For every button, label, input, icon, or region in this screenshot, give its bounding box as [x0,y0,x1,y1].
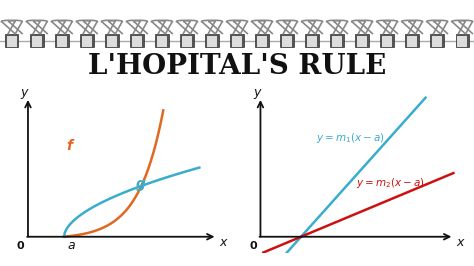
Text: g: g [136,177,146,190]
FancyBboxPatch shape [55,34,69,47]
FancyBboxPatch shape [207,36,217,47]
Text: x: x [219,236,227,249]
FancyBboxPatch shape [105,34,118,47]
FancyBboxPatch shape [381,34,394,47]
FancyBboxPatch shape [357,36,367,47]
FancyBboxPatch shape [255,34,269,47]
FancyBboxPatch shape [305,34,319,47]
Text: $y = m_1(x - a)$: $y = m_1(x - a)$ [316,131,384,145]
FancyBboxPatch shape [332,36,342,47]
FancyBboxPatch shape [457,36,467,47]
FancyBboxPatch shape [155,34,169,47]
FancyBboxPatch shape [407,36,417,47]
FancyBboxPatch shape [82,36,91,47]
FancyBboxPatch shape [30,34,44,47]
FancyBboxPatch shape [330,34,344,47]
FancyBboxPatch shape [430,34,444,47]
FancyBboxPatch shape [205,34,219,47]
Text: 0: 0 [249,241,257,251]
FancyBboxPatch shape [283,36,292,47]
Text: f: f [66,139,72,153]
FancyBboxPatch shape [7,36,17,47]
FancyBboxPatch shape [130,34,144,47]
FancyBboxPatch shape [405,34,419,47]
Text: y: y [21,86,28,99]
FancyBboxPatch shape [107,36,117,47]
FancyBboxPatch shape [132,36,142,47]
FancyBboxPatch shape [157,36,167,47]
Text: $y = m_2(x - a)$: $y = m_2(x - a)$ [356,176,425,190]
FancyBboxPatch shape [307,36,317,47]
FancyBboxPatch shape [180,34,193,47]
Text: x: x [456,236,464,249]
Text: L'HOPITAL'S RULE: L'HOPITAL'S RULE [88,53,386,80]
FancyBboxPatch shape [356,34,369,47]
FancyBboxPatch shape [456,34,469,47]
FancyBboxPatch shape [383,36,392,47]
FancyBboxPatch shape [80,34,93,47]
FancyBboxPatch shape [230,34,244,47]
Text: 0: 0 [17,241,25,251]
Text: a: a [67,239,75,252]
FancyBboxPatch shape [281,34,294,47]
FancyBboxPatch shape [257,36,267,47]
FancyBboxPatch shape [432,36,442,47]
FancyBboxPatch shape [32,36,42,47]
FancyBboxPatch shape [5,34,18,47]
Text: y: y [253,86,260,99]
FancyBboxPatch shape [232,36,242,47]
FancyBboxPatch shape [182,36,191,47]
FancyBboxPatch shape [57,36,67,47]
